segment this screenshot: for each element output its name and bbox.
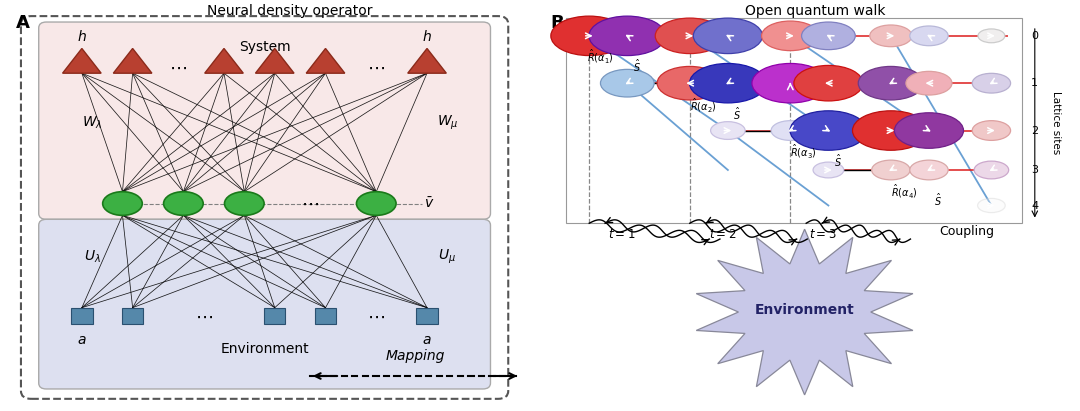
Ellipse shape: [794, 65, 863, 101]
Text: 3: 3: [1031, 165, 1038, 175]
Ellipse shape: [801, 22, 855, 50]
Ellipse shape: [356, 192, 396, 215]
Ellipse shape: [656, 18, 725, 53]
Ellipse shape: [657, 67, 723, 100]
Text: Lattice sites: Lattice sites: [1051, 91, 1061, 154]
Text: $\hat{R}(\alpha_3)$: $\hat{R}(\alpha_3)$: [791, 142, 816, 160]
Ellipse shape: [711, 122, 745, 139]
FancyBboxPatch shape: [39, 22, 490, 219]
Text: $t=1$: $t=1$: [608, 229, 636, 241]
Ellipse shape: [974, 161, 1009, 179]
Text: $W_\lambda$: $W_\lambda$: [82, 114, 103, 131]
Text: $\hat{S}$: $\hat{S}$: [633, 58, 640, 74]
Text: $\hat{R}(\alpha_1)$: $\hat{R}(\alpha_1)$: [586, 48, 613, 65]
Text: $U_\mu$: $U_\mu$: [438, 248, 456, 266]
Text: Environment: Environment: [220, 342, 309, 356]
Text: $t=3$: $t=3$: [809, 229, 837, 241]
Text: $\hat{R}(\alpha_4)$: $\hat{R}(\alpha_4)$: [891, 182, 917, 200]
Text: $\hat{R}(\alpha_2)$: $\hat{R}(\alpha_2)$: [690, 96, 716, 113]
Text: $\bar{v}$: $\bar{v}$: [424, 196, 435, 211]
Text: $\cdots$: $\cdots$: [301, 195, 320, 213]
Bar: [122, 308, 144, 324]
Text: Mapping: Mapping: [386, 349, 445, 363]
Text: Open quantum walk: Open quantum walk: [745, 4, 886, 18]
Text: $\hat{S}$: $\hat{S}$: [934, 192, 942, 208]
Text: $U_\lambda$: $U_\lambda$: [83, 249, 100, 265]
Polygon shape: [408, 48, 446, 73]
Text: 1: 1: [1031, 78, 1038, 88]
Ellipse shape: [600, 69, 654, 97]
Text: $h$: $h$: [77, 29, 86, 44]
Ellipse shape: [225, 192, 265, 215]
Bar: [417, 308, 437, 324]
Text: 0: 0: [1031, 31, 1038, 41]
Ellipse shape: [771, 121, 810, 141]
Bar: [71, 308, 93, 324]
Polygon shape: [63, 48, 102, 73]
Ellipse shape: [859, 67, 923, 100]
Ellipse shape: [813, 162, 843, 178]
Bar: [265, 308, 285, 324]
Ellipse shape: [972, 73, 1011, 93]
Ellipse shape: [551, 16, 627, 55]
Text: Environment: Environment: [755, 303, 854, 317]
Polygon shape: [205, 48, 243, 73]
Text: Neural density operator: Neural density operator: [207, 4, 373, 18]
Ellipse shape: [894, 113, 963, 148]
Ellipse shape: [103, 192, 143, 215]
Text: $\cdots$: $\cdots$: [367, 58, 386, 76]
Text: 2: 2: [1031, 125, 1038, 136]
Text: $W_\mu$: $W_\mu$: [436, 113, 458, 132]
Polygon shape: [256, 48, 294, 73]
Ellipse shape: [589, 16, 665, 55]
Ellipse shape: [791, 111, 867, 150]
FancyBboxPatch shape: [39, 219, 490, 389]
Text: System: System: [239, 40, 291, 54]
Ellipse shape: [909, 26, 948, 46]
Text: A: A: [16, 14, 30, 32]
Bar: [567, 18, 1022, 223]
Text: Coupling: Coupling: [940, 225, 995, 238]
FancyBboxPatch shape: [21, 16, 509, 399]
Text: $\cdots$: $\cdots$: [194, 308, 213, 326]
Ellipse shape: [852, 111, 929, 150]
Polygon shape: [697, 229, 913, 395]
Bar: [315, 308, 336, 324]
Text: $a$: $a$: [422, 332, 432, 346]
Text: $h$: $h$: [422, 29, 432, 44]
Polygon shape: [307, 48, 345, 73]
Ellipse shape: [972, 121, 1011, 141]
Ellipse shape: [693, 18, 762, 53]
Ellipse shape: [689, 63, 766, 103]
Ellipse shape: [906, 72, 951, 95]
Ellipse shape: [752, 63, 828, 103]
Text: $\hat{S}$: $\hat{S}$: [733, 106, 741, 122]
Text: $\hat{S}$: $\hat{S}$: [834, 152, 841, 169]
Ellipse shape: [761, 21, 819, 51]
Ellipse shape: [977, 199, 1005, 212]
Ellipse shape: [163, 192, 203, 215]
Text: $t=2$: $t=2$: [708, 229, 737, 241]
Ellipse shape: [869, 25, 912, 47]
Ellipse shape: [909, 160, 948, 180]
Text: $\cdots$: $\cdots$: [367, 308, 386, 326]
Text: B: B: [551, 14, 564, 32]
Ellipse shape: [978, 29, 1004, 43]
Ellipse shape: [872, 160, 910, 180]
Text: $a$: $a$: [77, 332, 86, 346]
Polygon shape: [113, 48, 152, 73]
Text: 4: 4: [1031, 201, 1038, 210]
Text: $\cdots$: $\cdots$: [170, 58, 187, 76]
